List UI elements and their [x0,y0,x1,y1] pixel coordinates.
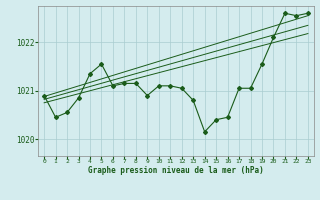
X-axis label: Graphe pression niveau de la mer (hPa): Graphe pression niveau de la mer (hPa) [88,166,264,175]
